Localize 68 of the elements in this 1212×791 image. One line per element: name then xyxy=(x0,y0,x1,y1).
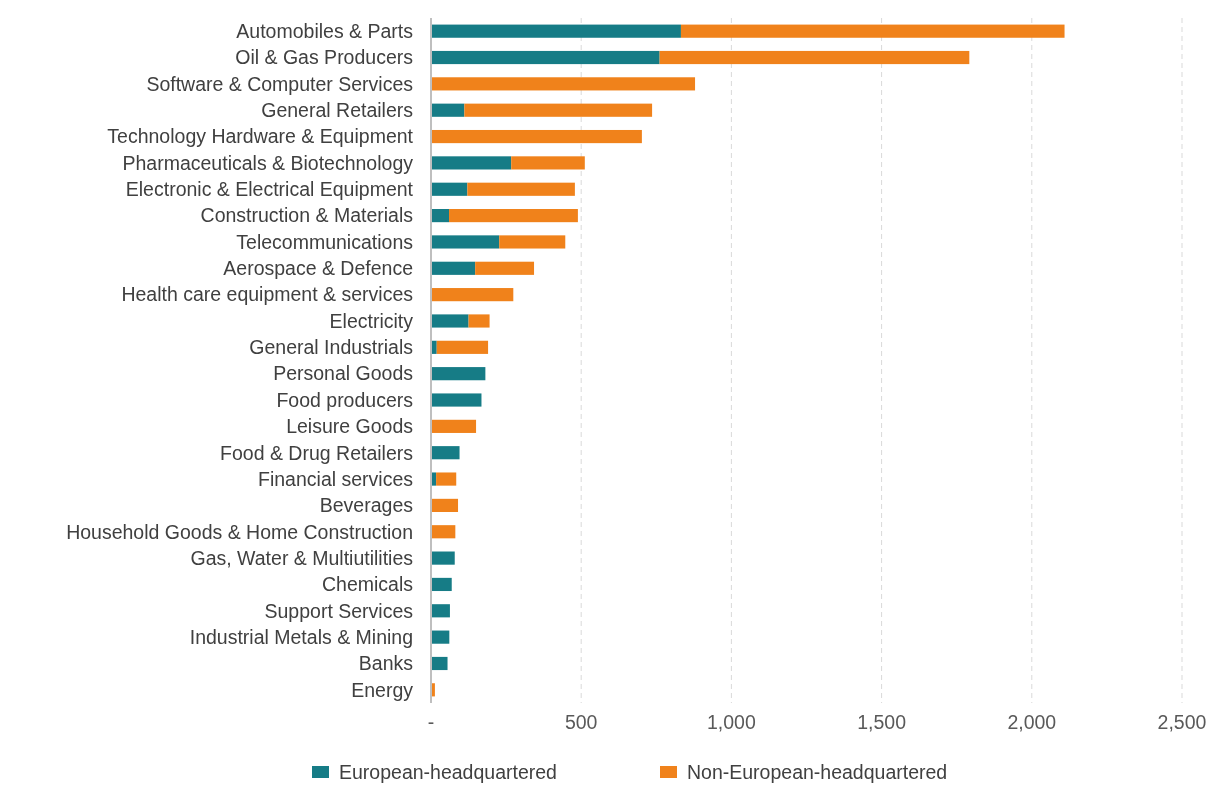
x-tick-label: 2,500 xyxy=(1157,711,1207,733)
y-tick-label: Software & Computer Services xyxy=(146,72,414,95)
bar xyxy=(431,577,452,592)
bar xyxy=(431,446,460,460)
bar xyxy=(468,314,490,328)
bar xyxy=(431,525,456,539)
y-tick-label: Telecommunications xyxy=(236,230,414,253)
y-tick-label: Food producers xyxy=(276,388,414,411)
legend-label: European-headquartered xyxy=(339,761,557,783)
y-tick-label: Beverages xyxy=(319,494,414,517)
bar xyxy=(659,50,970,65)
bar xyxy=(431,103,465,117)
y-tick-label: Oil & Gas Producers xyxy=(235,46,414,69)
bar xyxy=(431,551,455,565)
legend-label: Non-European-headquartered xyxy=(687,761,948,783)
bar xyxy=(431,129,642,144)
y-tick-label: Food & Drug Retailers xyxy=(220,441,414,464)
bar xyxy=(431,209,450,223)
bar xyxy=(511,156,585,170)
bar xyxy=(449,209,578,223)
bar xyxy=(475,261,535,275)
bar xyxy=(431,288,514,302)
y-tick-label: Health care equipment & services xyxy=(121,283,414,306)
bar xyxy=(431,630,450,644)
bar xyxy=(431,498,459,512)
bar xyxy=(431,367,486,381)
bar xyxy=(431,182,468,196)
x-tick-label: 2,000 xyxy=(1007,711,1057,733)
bar xyxy=(431,314,469,328)
bar xyxy=(431,261,476,275)
bar xyxy=(431,419,477,433)
y-tick-label: Automobiles & Parts xyxy=(236,20,414,42)
x-tick-label: 1,500 xyxy=(857,711,907,733)
bar xyxy=(431,156,512,170)
y-tick-label: Personal Goods xyxy=(273,362,414,385)
y-tick-label: Aerospace & Defence xyxy=(223,257,413,280)
x-tick-label: 500 xyxy=(564,711,598,733)
bar xyxy=(680,24,1065,38)
x-tick-label: - xyxy=(427,711,435,733)
y-tick-label: Electricity xyxy=(329,309,414,332)
bar xyxy=(431,393,482,407)
bar xyxy=(431,656,448,671)
y-tick-label: Gas, Water & Multiutilities xyxy=(190,546,414,569)
y-tick-label: Household Goods & Home Construction xyxy=(66,520,413,543)
y-tick-label: Leisure Goods xyxy=(286,415,414,438)
y-tick-label: General Retailers xyxy=(261,99,414,122)
y-tick-label: Pharmaceuticals & Biotechnology xyxy=(122,151,414,174)
y-tick-label: Industrial Metals & Mining xyxy=(189,625,413,648)
y-tick-label: Banks xyxy=(358,652,414,675)
bar xyxy=(431,50,660,65)
y-tick-label: Construction & Materials xyxy=(200,204,414,227)
bar xyxy=(499,235,566,249)
bar xyxy=(431,604,450,618)
bar xyxy=(431,235,500,249)
y-tick-label: Financial services xyxy=(258,467,414,490)
bar xyxy=(467,182,575,196)
y-tick-label: Support Services xyxy=(264,599,414,622)
bar xyxy=(431,77,696,91)
y-tick-label: Electronic & Electrical Equipment xyxy=(125,178,414,201)
y-tick-label: Energy xyxy=(351,678,414,701)
bar xyxy=(464,103,653,117)
x-tick-label: 1,000 xyxy=(706,711,756,733)
bar xyxy=(436,472,457,486)
bar xyxy=(436,340,489,354)
y-tick-label: General Industrials xyxy=(249,336,414,359)
y-tick-label: Chemicals xyxy=(321,573,414,596)
bar xyxy=(431,24,681,38)
y-tick-label: Technology Hardware & Equipment xyxy=(107,125,414,148)
